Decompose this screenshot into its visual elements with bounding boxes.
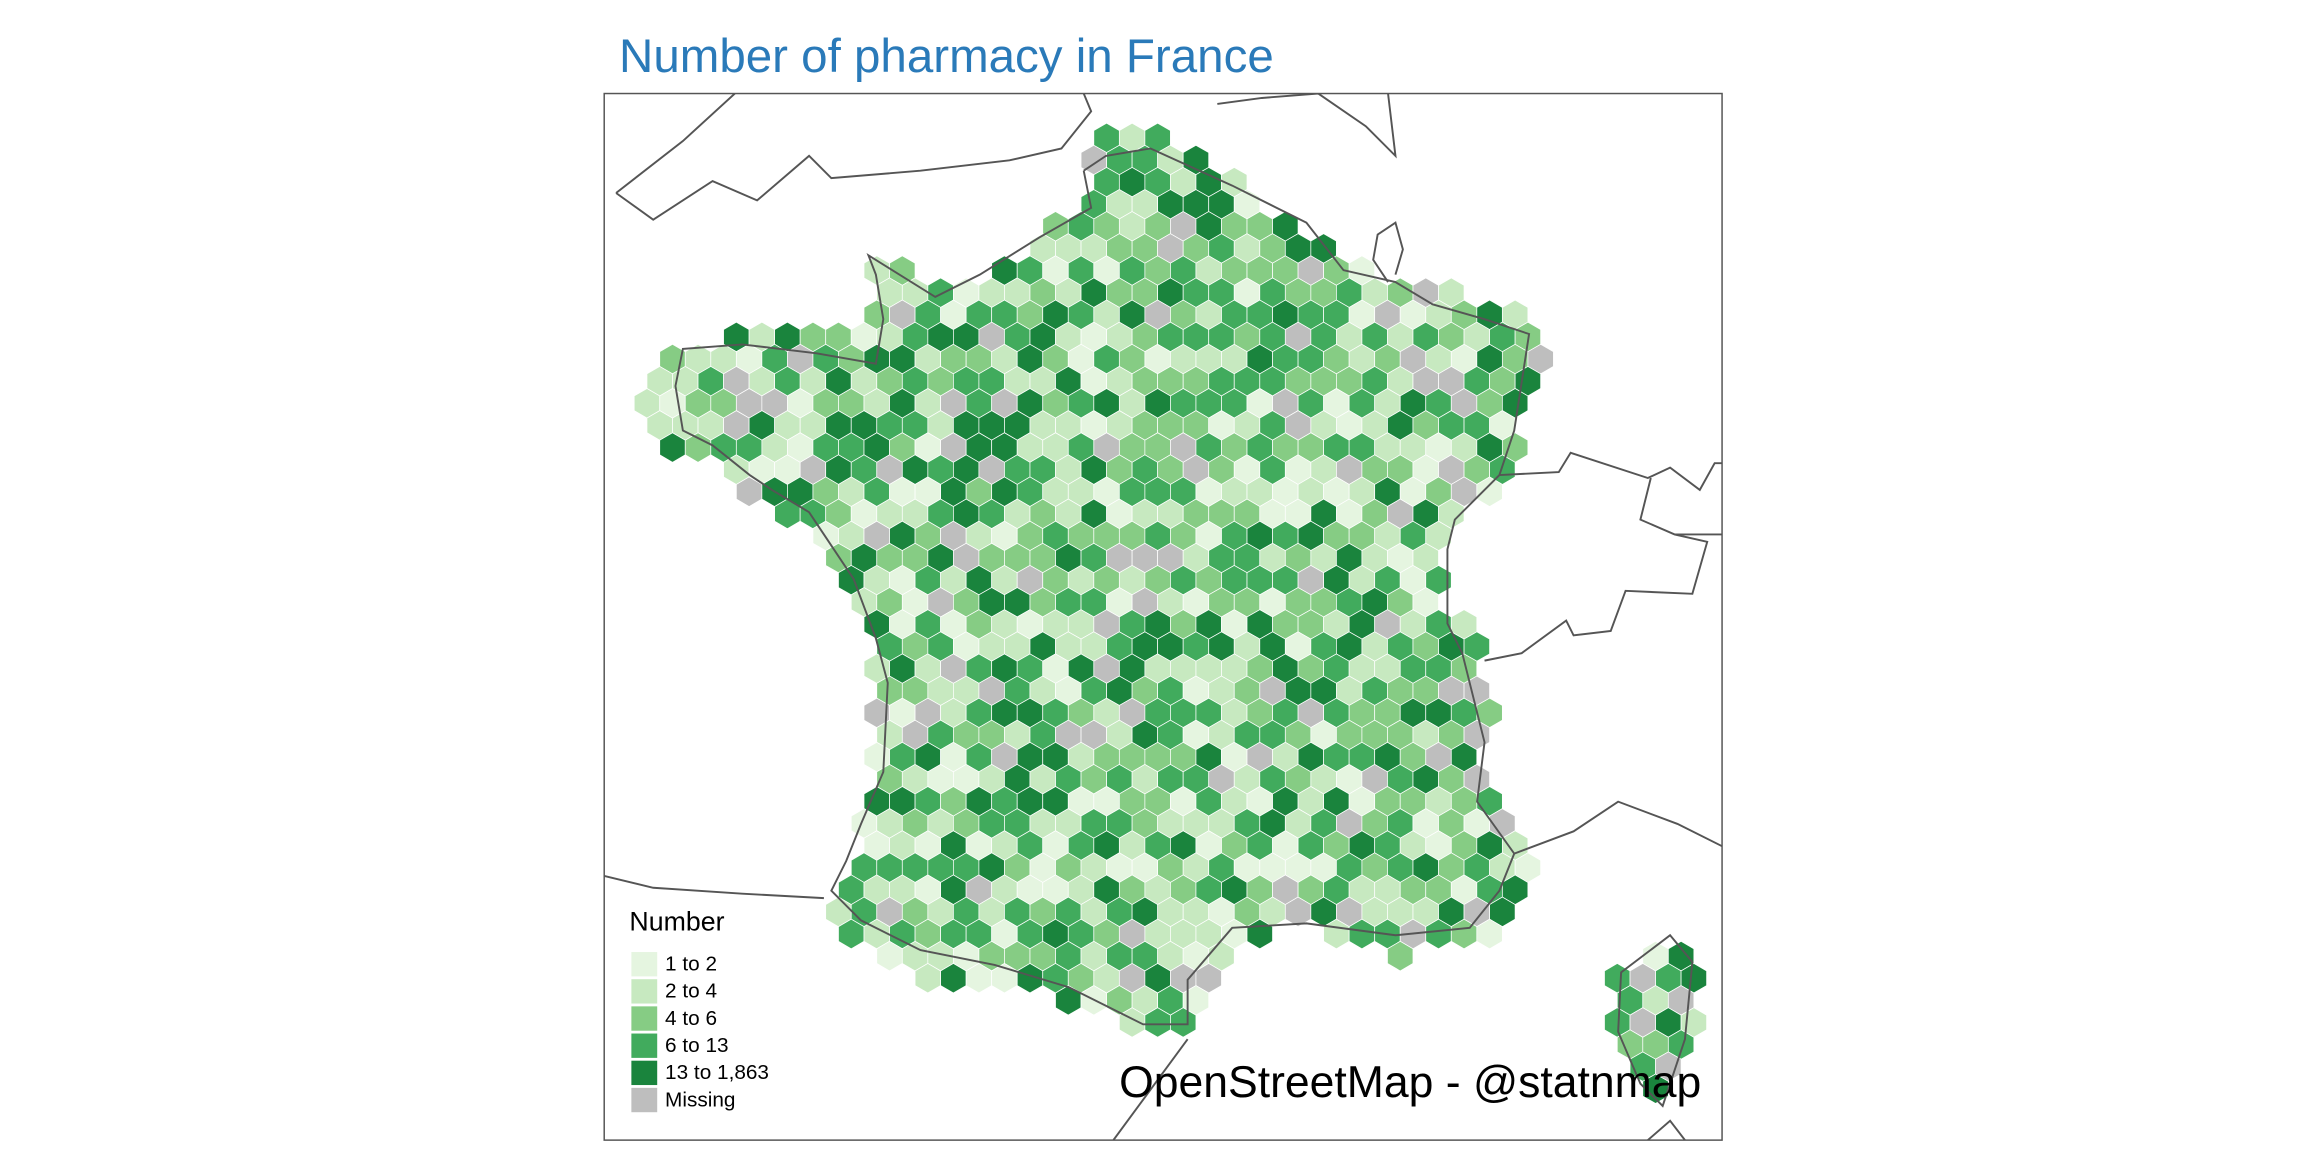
- border-spain: [604, 874, 824, 900]
- border-corsica: [1617, 933, 1694, 1108]
- border-sardinia: [1647, 1119, 1686, 1141]
- country-borders: [604, 93, 1723, 1141]
- legend-swatch: [630, 951, 659, 978]
- legend-label: 2 to 4: [665, 980, 717, 1003]
- legend-swatch: [630, 1059, 659, 1086]
- border-uk: [615, 93, 1093, 221]
- legend: 1 to 2 2 to 4 4 to 6 6 to 13 13 to 1,863 Miss…: [630, 951, 769, 1114]
- border-lux: [1372, 221, 1404, 283]
- legend-title: Number: [629, 906, 724, 936]
- hex-layer: [633, 122, 1707, 1104]
- border-italy-south: [1513, 800, 1723, 855]
- border-switzerland: [1499, 451, 1723, 492]
- border-spain-coast: [1112, 1038, 1189, 1141]
- border-belgium: [1217, 93, 1397, 159]
- legend-label: 6 to 13: [665, 1034, 729, 1057]
- legend-label: 1 to 2: [665, 952, 717, 975]
- legend-label: 13 to 1,863: [665, 1061, 769, 1084]
- legend-swatch: [630, 1032, 659, 1059]
- hex-cell: [1476, 918, 1503, 950]
- legend-swatch: [630, 978, 659, 1005]
- border-italy: [1484, 477, 1709, 662]
- hex-cell: [1170, 1007, 1197, 1038]
- credits: OpenStreetMap - @statnmap: [1119, 1058, 1701, 1107]
- map-title: Number of pharmacy in France: [619, 30, 1274, 83]
- border-france-outline: [674, 147, 1531, 1026]
- hex-cell: [1476, 476, 1503, 507]
- legend-swatch: [630, 1005, 659, 1032]
- map-panel: [604, 93, 1723, 1141]
- legend-label: Missing: [665, 1088, 735, 1111]
- hex-cell: [1387, 940, 1414, 972]
- legend-swatch: [630, 1086, 659, 1114]
- legend-label: 4 to 6: [665, 1007, 717, 1030]
- hex-cell: [1642, 1073, 1669, 1104]
- border-uk-south: [615, 93, 736, 194]
- map-frame: [603, 92, 1723, 1141]
